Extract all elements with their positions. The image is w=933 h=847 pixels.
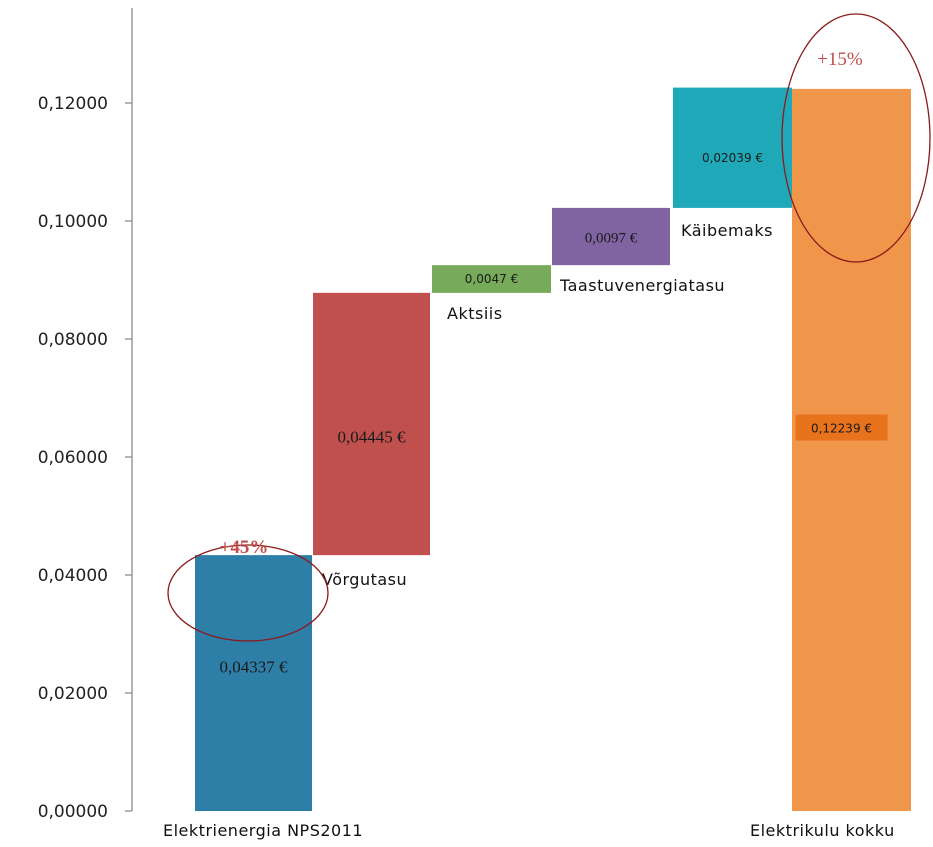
y-axis: 0,00000 0,02000 0,04000 0,06000 0,08000 0,100… — [38, 8, 133, 822]
bar-v-rgutasu — [313, 292, 430, 556]
bar-aktsiis — [432, 265, 551, 293]
value-label: 0,0097 € — [585, 231, 638, 247]
category-label: Võrgutasu — [322, 570, 407, 589]
category-label: Käibemaks — [681, 221, 773, 240]
value-label-box — [795, 414, 888, 441]
value-label: 0,04337 € — [220, 657, 289, 676]
category-label: Taastuvenergiatasu — [559, 276, 725, 295]
y-tick-label: 0,04000 — [38, 566, 108, 586]
category-label: Aktsiis — [447, 304, 503, 323]
percent-annotation: +45% — [220, 537, 269, 558]
y-tick-label: 0,12000 — [38, 94, 108, 114]
value-label: 0,02039 € — [702, 151, 763, 165]
bar-taastuvenergiatasu — [552, 207, 670, 266]
highlight-ellipse — [781, 13, 931, 263]
bar-k-ibemaks — [673, 87, 792, 208]
bars — [195, 87, 911, 812]
highlight-ellipse — [167, 544, 329, 642]
category-label: Elektrikulu kokku — [750, 821, 895, 840]
value-label: 0,12239 € — [811, 422, 872, 436]
value-label: 0,0047 € — [465, 272, 518, 286]
y-tick-label: 0,06000 — [38, 448, 108, 468]
y-tick-label: 0,10000 — [38, 212, 108, 232]
value-label: 0,04445 € — [338, 427, 407, 446]
annotations: +45% +15% — [167, 13, 931, 642]
bar-elektrienergia-nps2011 — [195, 555, 312, 811]
category-label: Elektrienergia NPS2011 — [163, 821, 363, 840]
bar-elektrikulu-kokku — [792, 88, 911, 812]
y-tick-label: 0,02000 — [38, 684, 108, 704]
labels: 0,04337 € Elektrienergia NPS2011 0,04445 €… — [163, 151, 895, 840]
percent-annotation: +15% — [817, 49, 863, 70]
y-tick-label: 0,00000 — [38, 802, 108, 822]
y-tick-label: 0,08000 — [38, 330, 108, 350]
